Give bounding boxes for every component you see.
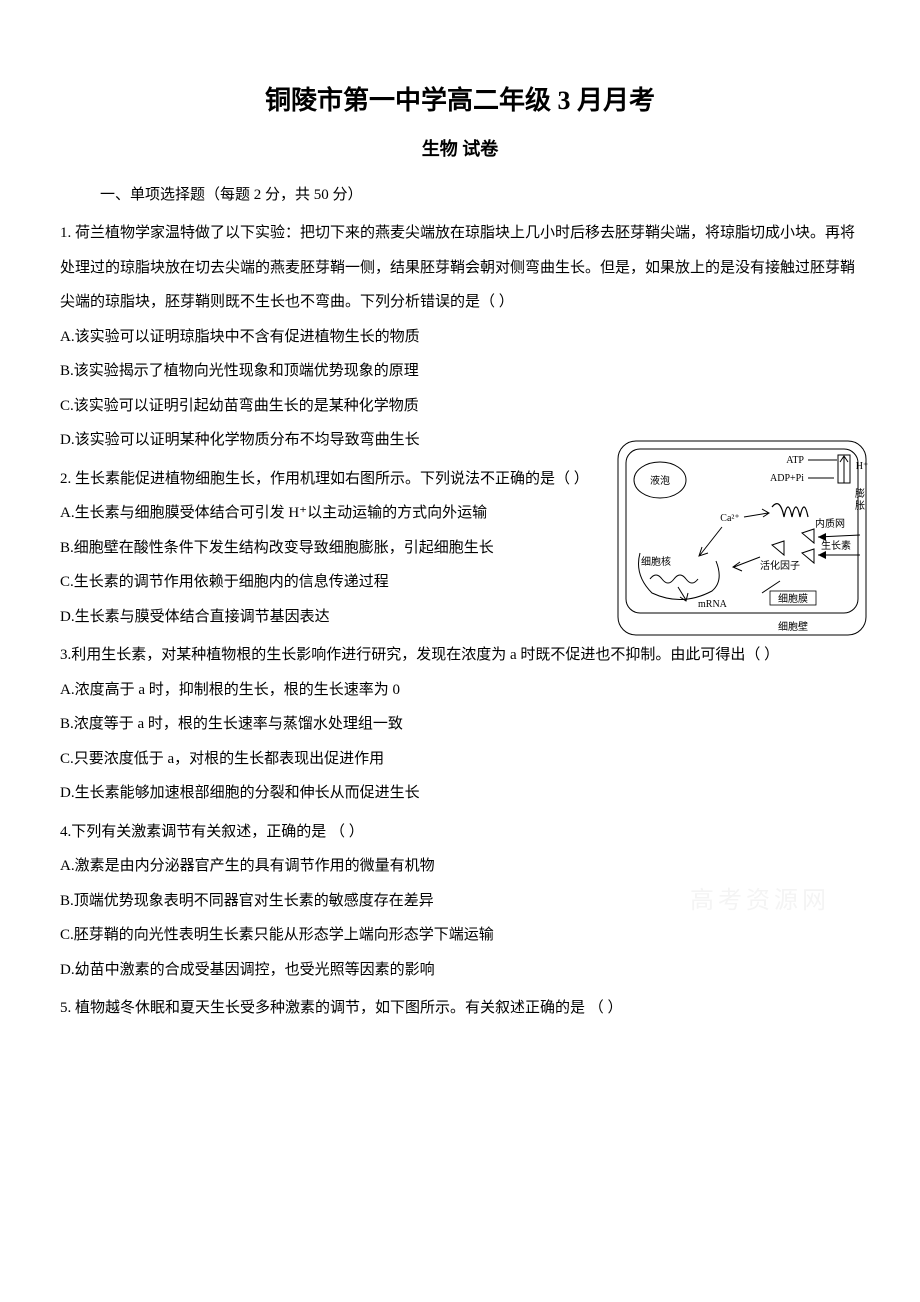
- q3-option-d: D.生长素能够加速根部细胞的分裂和伸长从而促进生长: [60, 776, 860, 811]
- question-3: 3.利用生长素，对某种植物根的生长影响作进行研究，发现在浓度为 a 时既不促进也…: [60, 638, 860, 811]
- exam-subtitle: 生物 试卷: [60, 135, 860, 161]
- vacuole-label: 液泡: [650, 474, 670, 487]
- exam-title: 铜陵市第一中学高二年级 3 月月考: [60, 80, 860, 117]
- diagram-svg: 液泡 ATP ADP+Pi H⁺ 膨 胀 内质网 Ca²⁺ 生长素 活化因子: [612, 435, 872, 645]
- q3-option-a: A.浓度高于 a 时，抑制根的生长，根的生长速率为 0: [60, 673, 860, 708]
- ca-to-er: [744, 509, 769, 517]
- swell-2: 胀: [855, 500, 865, 512]
- q1-stem: 1. 荷兰植物学家温特做了以下实验：把切下来的燕麦尖端放在琼脂块上几小时后移去胚…: [60, 216, 860, 320]
- mrna-arrow: [678, 587, 688, 601]
- q3-option-c: C.只要浓度低于 a，对根的生长都表现出促进作用: [60, 742, 860, 777]
- adp-label: ADP+Pi: [770, 473, 804, 484]
- wall-label: 细胞壁: [778, 620, 808, 633]
- nucleus-label: 细胞核: [641, 555, 671, 568]
- q5-stem: 5. 植物越冬休眠和夏天生长受多种激素的调节，如下图所示。有关叙述正确的是 （ …: [60, 991, 860, 1026]
- q1-option-c: C.该实验可以证明引起幼苗弯曲生长的是某种化学物质: [60, 389, 860, 424]
- swell-1: 膨: [855, 487, 865, 500]
- receptor-3: [772, 541, 784, 555]
- q4-option-a: A.激素是由内分泌器官产生的具有调节作用的微量有机物: [60, 849, 860, 884]
- atp-label: ATP: [786, 455, 804, 466]
- er-label: 内质网: [815, 517, 845, 530]
- receptor-1: [802, 529, 814, 543]
- membrane-label: 细胞膜: [778, 592, 808, 605]
- cell-membrane: [626, 449, 858, 613]
- auxin-arrowhead-1: [818, 533, 826, 541]
- mrna-label: mRNA: [698, 599, 728, 610]
- receptor-2: [802, 549, 814, 563]
- question-1: 1. 荷兰植物学家温特做了以下实验：把切下来的燕麦尖端放在琼脂块上几小时后移去胚…: [60, 216, 860, 458]
- activation-label: 活化因子: [760, 559, 800, 572]
- af-arrow: [733, 557, 760, 571]
- q3-option-b: B.浓度等于 a 时，根的生长速率与蒸馏水处理组一致: [60, 707, 860, 742]
- cell-diagram: 液泡 ATP ADP+Pi H⁺ 膨 胀 内质网 Ca²⁺ 生长素 活化因子: [612, 435, 872, 645]
- q4-option-c: C.胚芽鞘的向光性表明生长素只能从形态学上端向形态学下端运输: [60, 918, 860, 953]
- question-5: 5. 植物越冬休眠和夏天生长受多种激素的调节，如下图所示。有关叙述正确的是 （ …: [60, 991, 860, 1026]
- auxin-arrowhead-2: [818, 551, 826, 559]
- watermark: 高考资源网: [690, 880, 830, 915]
- dna-shape: [650, 575, 698, 583]
- ca-label: Ca²⁺: [720, 513, 739, 524]
- q4-stem: 4.下列有关激素调节有关叙述，正确的是 （ ）: [60, 815, 860, 850]
- q1-option-b: B.该实验揭示了植物向光性现象和顶端优势现象的原理: [60, 354, 860, 389]
- er-shape: [772, 504, 808, 517]
- h-label: H⁺: [856, 461, 869, 472]
- section-header: 一、单项选择题（每题 2 分，共 50 分）: [100, 183, 860, 204]
- q4-option-d: D.幼苗中激素的合成受基因调控，也受光照等因素的影响: [60, 953, 860, 988]
- auxin-label: 生长素: [821, 539, 851, 552]
- cell-wall-outer: [618, 441, 866, 635]
- ca-to-nucleus: [699, 527, 722, 556]
- q1-option-a: A.该实验可以证明琼脂块中不含有促进植物生长的物质: [60, 320, 860, 355]
